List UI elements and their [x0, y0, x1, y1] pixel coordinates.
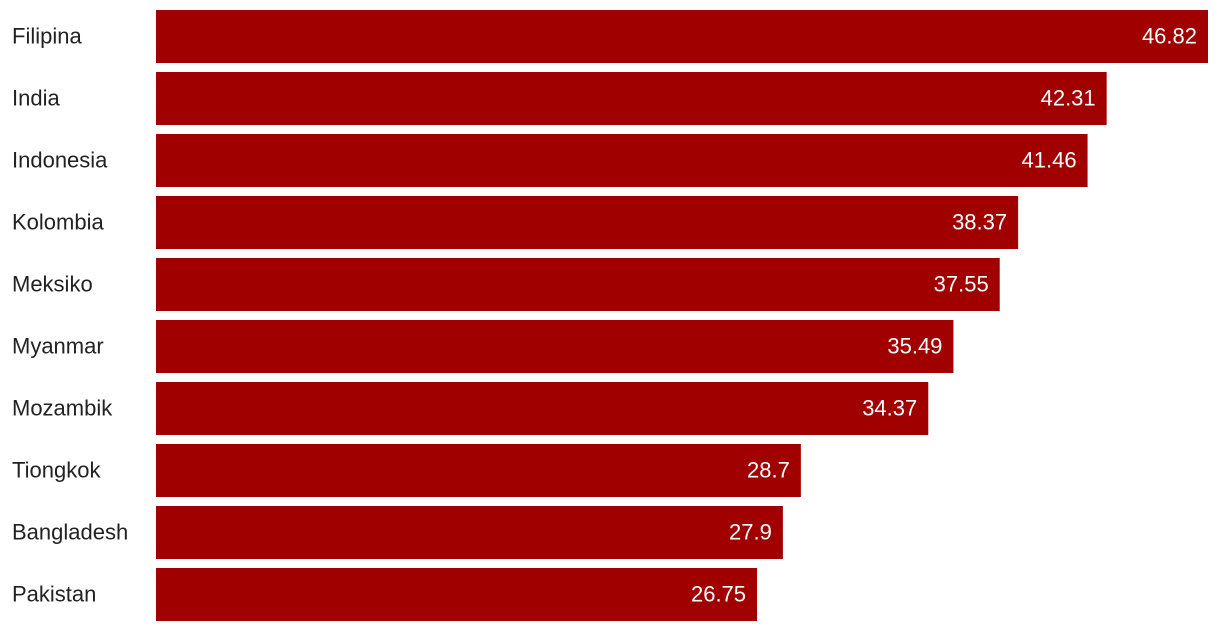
category-label: India	[12, 85, 60, 110]
value-label: 28.7	[747, 457, 790, 482]
bar	[156, 134, 1088, 187]
value-label: 42.31	[1041, 85, 1096, 110]
bar	[156, 72, 1107, 125]
bar	[156, 382, 929, 435]
category-label: Tiongkok	[12, 457, 101, 482]
category-label: Myanmar	[12, 333, 104, 358]
bar	[156, 568, 758, 621]
value-label: 27.9	[729, 519, 772, 544]
category-label: Bangladesh	[12, 519, 128, 544]
bar	[156, 10, 1208, 63]
category-label: Meksiko	[12, 271, 93, 296]
category-label: Indonesia	[12, 147, 108, 172]
bar	[156, 196, 1019, 249]
value-label: 37.55	[934, 271, 989, 296]
bar	[156, 258, 1000, 311]
value-label: 41.46	[1022, 147, 1077, 172]
value-label: 34.37	[862, 395, 917, 420]
category-label: Mozambik	[12, 395, 113, 420]
bar	[156, 444, 801, 497]
value-label: 38.37	[952, 209, 1007, 234]
value-label: 26.75	[691, 581, 746, 606]
value-label: 46.82	[1142, 23, 1197, 48]
bar	[156, 320, 954, 373]
category-label: Filipina	[12, 23, 82, 48]
category-label: Pakistan	[12, 581, 96, 606]
value-label: 35.49	[887, 333, 942, 358]
bar	[156, 506, 783, 559]
category-label: Kolombia	[12, 209, 104, 234]
